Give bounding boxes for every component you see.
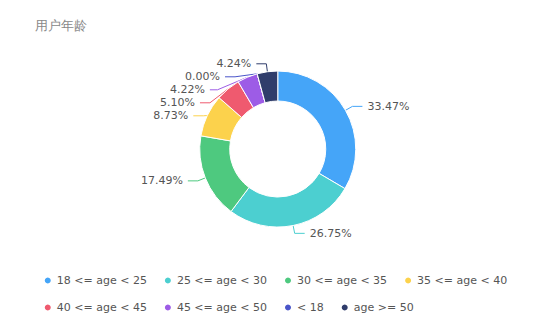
svg-text:4.22%: 4.22%	[170, 83, 205, 96]
svg-text:30 <= age < 35: 30 <= age < 35	[297, 274, 387, 287]
svg-text:25 <= age < 30: 25 <= age < 30	[177, 274, 267, 287]
svg-text:用户年龄: 用户年龄	[35, 18, 87, 33]
svg-text:8.73%: 8.73%	[153, 109, 188, 122]
svg-text:40 <= age < 45: 40 <= age < 45	[57, 301, 147, 314]
svg-text:0.00%: 0.00%	[185, 70, 220, 83]
svg-text:17.49%: 17.49%	[141, 174, 183, 187]
svg-text:< 18: < 18	[297, 301, 324, 314]
svg-text:18 <= age < 25: 18 <= age < 25	[57, 274, 147, 287]
svg-text:age >= 50: age >= 50	[354, 301, 414, 314]
svg-text:33.47%: 33.47%	[367, 100, 409, 113]
svg-text:4.24%: 4.24%	[216, 57, 251, 70]
svg-text:45 <= age < 50: 45 <= age < 50	[177, 301, 267, 314]
svg-text:5.10%: 5.10%	[160, 96, 195, 109]
svg-text:26.75%: 26.75%	[310, 227, 352, 240]
svg-text:35 <= age < 40: 35 <= age < 40	[417, 274, 507, 287]
